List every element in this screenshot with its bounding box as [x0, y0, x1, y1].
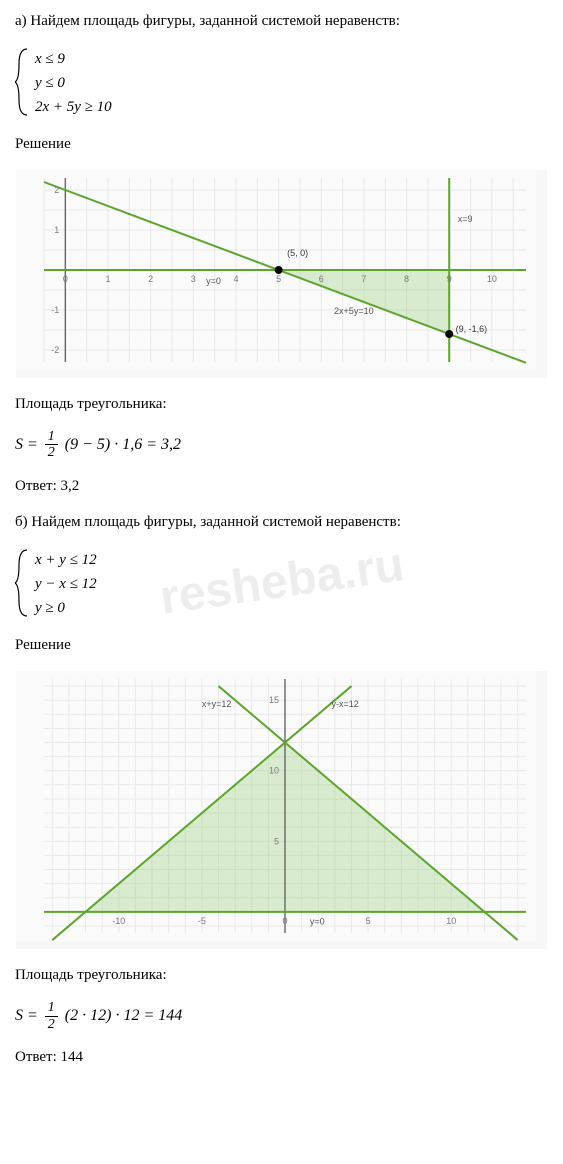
svg-text:y=0: y=0 [310, 917, 325, 927]
fraction: 1 2 [45, 1000, 58, 1032]
svg-text:y=0: y=0 [206, 276, 221, 286]
svg-text:0: 0 [63, 274, 68, 284]
partB-area-label: Площадь треугольника: [15, 964, 548, 987]
formula-prefix: S = [15, 433, 38, 457]
svg-text:x=9: x=9 [458, 214, 473, 224]
partB-answer: Ответ: 144 [15, 1046, 548, 1069]
system-row: x ≤ 9 [35, 47, 548, 71]
formula-prefix: S = [15, 1004, 38, 1028]
system-row: y ≤ 0 [35, 71, 548, 95]
system-row: x + y ≤ 12 [35, 548, 548, 572]
svg-text:5: 5 [274, 837, 279, 847]
svg-text:y-x=12: y-x=12 [332, 700, 359, 710]
svg-text:10: 10 [446, 916, 456, 926]
partA-prompt: а) Найдем площадь фигуры, заданной систе… [15, 10, 548, 33]
frac-den: 2 [45, 1017, 58, 1032]
answer-value: 3,2 [61, 478, 80, 494]
svg-text:1: 1 [105, 274, 110, 284]
partA-formula: S = 1 2 (9 − 5) · 1,6 = 3,2 [15, 429, 548, 461]
formula-rest: (2 · 12) · 12 = 144 [65, 1004, 182, 1028]
svg-text:15: 15 [269, 695, 279, 705]
svg-text:0: 0 [282, 916, 287, 926]
partB-system: x + y ≤ 12 y − x ≤ 12 y ≥ 0 [15, 548, 548, 620]
svg-text:-2: -2 [51, 345, 59, 355]
svg-text:(5, 0): (5, 0) [287, 248, 308, 258]
svg-text:5: 5 [276, 274, 281, 284]
svg-text:7: 7 [361, 274, 366, 284]
svg-text:(9, -1,6): (9, -1,6) [456, 324, 488, 334]
svg-text:10: 10 [269, 766, 279, 776]
svg-text:-5: -5 [198, 916, 206, 926]
svg-text:2x+5y=10: 2x+5y=10 [334, 306, 374, 316]
frac-num: 1 [45, 1000, 58, 1016]
system-row: 2x + 5y ≥ 10 [35, 95, 548, 119]
svg-text:8: 8 [404, 274, 409, 284]
svg-text:x+y=12: x+y=12 [202, 700, 232, 710]
partB-chart: x+y=12 y-x=12 y=0 -10 -5 0 5 10 5 10 15 [15, 670, 548, 950]
svg-text:3: 3 [191, 274, 196, 284]
partB-solution-label: Решение [15, 634, 548, 657]
svg-text:10: 10 [487, 274, 497, 284]
partA-solution-label: Решение [15, 133, 548, 156]
partA-chart: x=9 y=0 2x+5y=10 0 1 2 3 4 5 6 7 8 9 10 -2 -1 1 2 (5, 0) (9… [15, 169, 548, 379]
partB-prompt: б) Найдем площадь фигуры, заданной систе… [15, 511, 548, 534]
frac-den: 2 [45, 445, 58, 460]
svg-text:6: 6 [319, 274, 324, 284]
fraction: 1 2 [45, 429, 58, 461]
system-row: y ≥ 0 [35, 596, 548, 620]
partB-formula: S = 1 2 (2 · 12) · 12 = 144 [15, 1000, 548, 1032]
svg-text:5: 5 [366, 916, 371, 926]
svg-text:4: 4 [233, 274, 238, 284]
answer-label: Ответ: [15, 1049, 61, 1065]
answer-value: 144 [61, 1049, 84, 1065]
frac-num: 1 [45, 429, 58, 445]
partA-area-label: Площадь треугольника: [15, 393, 548, 416]
system-row: y − x ≤ 12 [35, 572, 548, 596]
svg-text:9: 9 [447, 274, 452, 284]
formula-rest: (9 − 5) · 1,6 = 3,2 [65, 433, 181, 457]
svg-text:2: 2 [54, 185, 59, 195]
svg-text:2: 2 [148, 274, 153, 284]
brace-icon [15, 548, 29, 618]
answer-label: Ответ: [15, 478, 61, 494]
partA-system: x ≤ 9 y ≤ 0 2x + 5y ≥ 10 [15, 47, 548, 119]
brace-icon [15, 47, 29, 117]
partA-answer: Ответ: 3,2 [15, 475, 548, 498]
svg-text:-1: -1 [51, 305, 59, 315]
svg-text:1: 1 [54, 225, 59, 235]
svg-text:-10: -10 [112, 916, 125, 926]
